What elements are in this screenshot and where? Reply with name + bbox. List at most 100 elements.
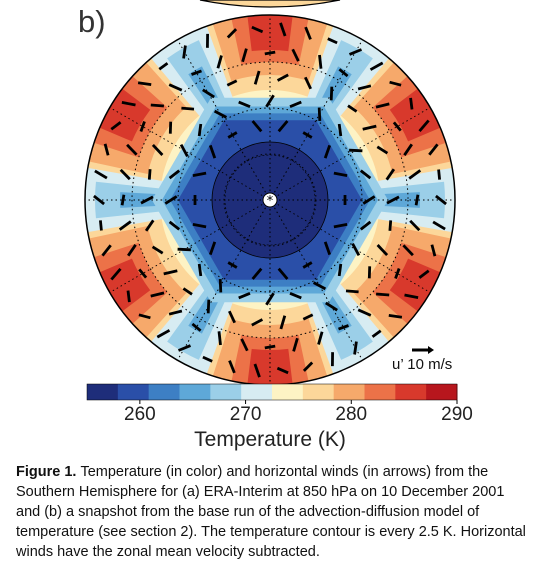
wind-arrow — [359, 169, 372, 180]
wind-arrow — [192, 171, 207, 177]
colorbar-swatch — [117, 384, 150, 400]
wind-arrow — [375, 102, 390, 109]
wind-arrow — [323, 241, 332, 256]
colorbar-tick-label: 260 — [124, 404, 156, 425]
wind-arrow — [208, 144, 217, 159]
wind-arrow — [348, 48, 363, 56]
wind-arrow — [228, 310, 236, 324]
wind-arrow — [329, 86, 334, 101]
wind-arrow — [181, 106, 195, 111]
wind-arrow — [151, 143, 164, 156]
wind-arrow — [253, 70, 261, 85]
wind-arrow — [277, 267, 289, 280]
wind-arrow — [168, 83, 183, 92]
wind-arrow — [182, 287, 193, 296]
wind-arrow — [347, 104, 358, 113]
wind-arrow — [251, 25, 264, 34]
wind-arrow — [369, 61, 384, 71]
wind-arrow — [362, 124, 377, 131]
wind-arrow — [126, 143, 138, 156]
lat-lon-grid — [85, 15, 455, 385]
wind-arrow — [432, 220, 446, 231]
wind-arrow — [228, 360, 236, 374]
colorbar-swatch — [302, 384, 335, 400]
wind-arrow — [375, 292, 390, 297]
wind-arrow — [226, 28, 238, 39]
wind-arrow — [276, 73, 289, 82]
colorbar-swatch — [333, 384, 365, 400]
temperature-map — [85, 15, 455, 385]
wind-arrow — [137, 81, 152, 86]
latitude-circle — [177, 107, 363, 293]
longitude-line — [109, 199, 271, 293]
wind-arrow — [177, 247, 191, 252]
wind-arrow — [409, 219, 421, 232]
wind-arrow — [202, 355, 213, 363]
wind-arrow — [318, 54, 323, 69]
figure-panel-b: * u’ 10 m/s 260 270 280 290 Temperature (K) — [84, 0, 473, 451]
wind-arrow — [338, 324, 349, 331]
wind-arrow — [164, 195, 178, 205]
pole-marker: * — [262, 192, 278, 209]
wind-arrow — [103, 143, 110, 156]
wind-arrows — [93, 22, 447, 378]
panel-label: b) — [78, 4, 106, 39]
wind-arrow — [227, 131, 238, 139]
wind-arrow — [292, 337, 299, 352]
colorbar-label: Temperature (K) — [194, 428, 346, 451]
wind-arrow — [118, 220, 132, 231]
wind-arrow — [226, 79, 238, 87]
wind-arrow — [317, 331, 324, 345]
wind-scale-label: u’ 10 m/s — [392, 356, 452, 373]
colorbar-swatch — [395, 384, 427, 400]
longitude-line — [269, 199, 431, 293]
wind-arrow — [371, 329, 382, 338]
wind-arrow — [279, 22, 287, 37]
colorbar-tick-label: 290 — [441, 404, 473, 425]
wind-arrow — [127, 244, 137, 257]
wind-arrow — [276, 366, 289, 375]
wind-arrow — [402, 244, 414, 257]
figure-caption: Figure 1. Temperature (in color) and hor… — [16, 462, 526, 562]
wind-arrow — [302, 361, 314, 372]
wind-arrow — [144, 219, 155, 232]
wind-arrow — [120, 194, 126, 206]
wind-arrow — [139, 121, 146, 132]
wind-arrow — [177, 344, 192, 352]
wind-arrow — [304, 76, 312, 90]
wind-arrow — [337, 263, 343, 277]
wind-arrow — [333, 223, 348, 229]
wind-arrow — [216, 55, 223, 69]
colorbar-frame — [86, 383, 458, 401]
wind-arrow — [403, 143, 413, 156]
longitude-line — [269, 107, 431, 201]
colorbar-swatch — [272, 384, 304, 400]
wind-arrow — [179, 143, 189, 158]
wind-arrow — [158, 62, 169, 71]
wind-arrow — [357, 308, 372, 317]
wind-arrow — [168, 220, 181, 231]
warm-lobe — [245, 348, 295, 385]
wind-arrow — [140, 195, 154, 205]
wind-arrow — [362, 195, 376, 205]
colorbar: 260 270 280 290 — [86, 383, 473, 425]
longitude-line — [269, 39, 363, 201]
caption-label: Figure 1. — [16, 464, 81, 480]
longitude-line — [177, 39, 271, 201]
wind-arrow — [119, 168, 131, 181]
wind-arrow — [337, 123, 343, 137]
colorbar-swatch — [426, 384, 458, 400]
wind-arrow — [428, 143, 439, 156]
wind-arrow — [325, 301, 338, 312]
wind-arrow — [93, 194, 105, 206]
wind-arrow — [386, 195, 400, 205]
colorbar-swatch — [364, 384, 396, 400]
colorbar-tick-label: 280 — [335, 404, 367, 425]
wind-arrow — [302, 313, 314, 321]
wind-arrow — [94, 169, 108, 180]
wind-arrow — [138, 268, 148, 279]
longitude-line — [177, 199, 271, 361]
wind-arrow — [121, 101, 136, 107]
panel-a-edge — [199, 0, 341, 8]
wind-arrow — [110, 121, 122, 131]
